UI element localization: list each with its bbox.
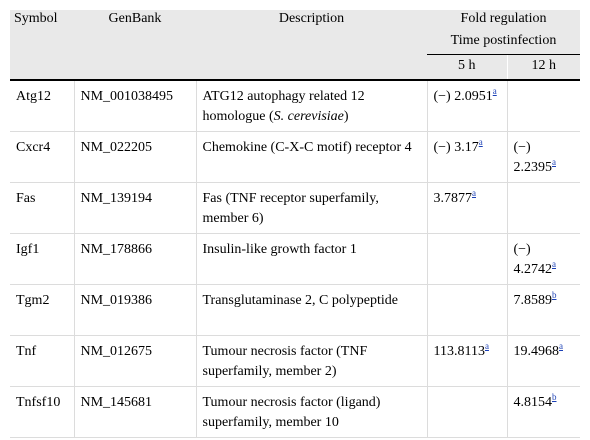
- fold-value-text: (−) 4.2742: [513, 242, 553, 277]
- fold-value-h5: [426, 386, 507, 438]
- fold-value-h12: 4.8154b: [506, 386, 580, 438]
- description-text: Insulin-like growth factor 1: [202, 242, 357, 257]
- fold-value-text: (−) 3.17: [433, 140, 479, 155]
- table-row: Tnf NM_012675 Tumour necrosis factor (TNF …: [10, 335, 580, 387]
- table-body: Atg12 NM_001038495 ATG12 autophagy related…: [10, 80, 580, 438]
- header-fold-regulation: Fold regulation: [427, 10, 580, 32]
- footnote-link[interactable]: a: [472, 188, 476, 198]
- footnote-link[interactable]: a: [552, 259, 556, 269]
- header-5h: 5 h: [427, 54, 507, 79]
- table-row: Fas NM_139194 Fas (TNF receptor superfamil…: [10, 182, 580, 234]
- description-text: Fas (TNF receptor superfamily, member 6): [202, 191, 379, 226]
- header-12h: 12 h: [506, 54, 580, 79]
- table-row: Atg12 NM_001038495 ATG12 autophagy related…: [10, 80, 580, 132]
- genbank-accession: NM_178866: [73, 233, 196, 285]
- fold-value-h5: (−) 2.0951a: [426, 80, 507, 132]
- footnote-link[interactable]: b: [552, 290, 557, 300]
- header-symbol: Symbol: [10, 10, 74, 79]
- footnote-link[interactable]: a: [552, 157, 556, 167]
- header-genbank: GenBank: [74, 10, 196, 79]
- gene-symbol: Cxcr4: [10, 131, 74, 183]
- fold-value-text: 7.8589: [513, 293, 553, 308]
- description-text: Chemokine (C-X-C motif) receptor 4: [202, 140, 412, 155]
- genbank-accession: NM_019386: [73, 284, 196, 336]
- header-description: Description: [196, 10, 427, 79]
- table-header: Symbol GenBank Description Fold regulati…: [10, 10, 580, 81]
- footnote-link[interactable]: a: [478, 137, 483, 147]
- description-tail: ): [343, 109, 349, 124]
- gene-symbol: Tnf: [10, 335, 74, 387]
- fold-value-h12: (−) 4.2742a: [506, 233, 580, 285]
- footnote-link[interactable]: a: [484, 341, 489, 351]
- fold-value-h5: [426, 284, 507, 336]
- fold-value-h5: (−) 3.17a: [426, 131, 507, 183]
- description-text: Tumour necrosis factor (TNF superfamily,…: [202, 344, 368, 379]
- gene-symbol: Tnfsf10: [10, 386, 74, 438]
- description-text: ATG12 autophagy related 12 homologue (: [202, 89, 365, 124]
- gene-description: Insulin-like growth factor 1: [195, 233, 427, 285]
- genbank-accession: NM_145681: [73, 386, 196, 438]
- gene-description: Tumour necrosis factor (ligand) superfam…: [195, 386, 427, 438]
- gene-description: Transglutaminase 2, C polypeptide: [195, 284, 427, 336]
- fold-value-text: 19.4968: [513, 344, 560, 359]
- gene-description: ATG12 autophagy related 12 homologue (S.…: [195, 80, 427, 132]
- genbank-accession: NM_139194: [73, 182, 196, 234]
- fold-value-text: (−) 2.2395: [513, 140, 553, 175]
- table-row: Tnfsf10 NM_145681 Tumour necrosis factor (…: [10, 386, 580, 438]
- genbank-accession: NM_012675: [73, 335, 196, 387]
- description-text: Tumour necrosis factor (ligand) superfam…: [202, 395, 381, 430]
- fold-value-text: 113.8113: [433, 344, 485, 359]
- fold-value-text: (−) 2.0951: [433, 89, 493, 104]
- footnote-link[interactable]: a: [559, 341, 563, 351]
- gene-symbol: Fas: [10, 182, 74, 234]
- fold-value-h12: (−) 2.2395a: [506, 131, 580, 183]
- gene-description: Fas (TNF receptor superfamily, member 6): [195, 182, 427, 234]
- fold-value-h12: 7.8589b: [506, 284, 580, 336]
- fold-value-h12: [506, 182, 580, 234]
- genbank-accession: NM_022205: [73, 131, 196, 183]
- fold-value-h5: 3.7877a: [426, 182, 507, 234]
- description-text: Transglutaminase 2, C polypeptide: [202, 293, 398, 308]
- fold-regulation-table: Symbol GenBank Description Fold regulati…: [10, 10, 580, 438]
- fold-value-h5: [426, 233, 507, 285]
- header-time-postinfection: Time postinfection: [427, 32, 580, 55]
- description-species: S. cerevisiae: [273, 109, 344, 124]
- gene-symbol: Igf1: [10, 233, 74, 285]
- fold-value-h5: 113.8113a: [426, 335, 507, 387]
- gene-symbol: Atg12: [10, 80, 74, 132]
- fold-value-text: 3.7877: [433, 191, 473, 206]
- gene-symbol: Tgm2: [10, 284, 74, 336]
- gene-description: Chemokine (C-X-C motif) receptor 4: [195, 131, 427, 183]
- fold-value-h12: 19.4968a: [506, 335, 580, 387]
- table-row: Tgm2 NM_019386 Transglutaminase 2, C polyp…: [10, 284, 580, 336]
- footnote-link[interactable]: b: [552, 392, 557, 402]
- genbank-accession: NM_001038495: [73, 80, 196, 132]
- gene-description: Tumour necrosis factor (TNF superfamily,…: [195, 335, 427, 387]
- table-row: Cxcr4 NM_022205 Chemokine (C-X-C motif) re…: [10, 131, 580, 183]
- fold-value-h12: [506, 80, 580, 132]
- footnote-link[interactable]: a: [492, 86, 497, 96]
- table-row: Igf1 NM_178866 Insulin-like growth factor …: [10, 233, 580, 285]
- fold-value-text: 4.8154: [513, 395, 553, 410]
